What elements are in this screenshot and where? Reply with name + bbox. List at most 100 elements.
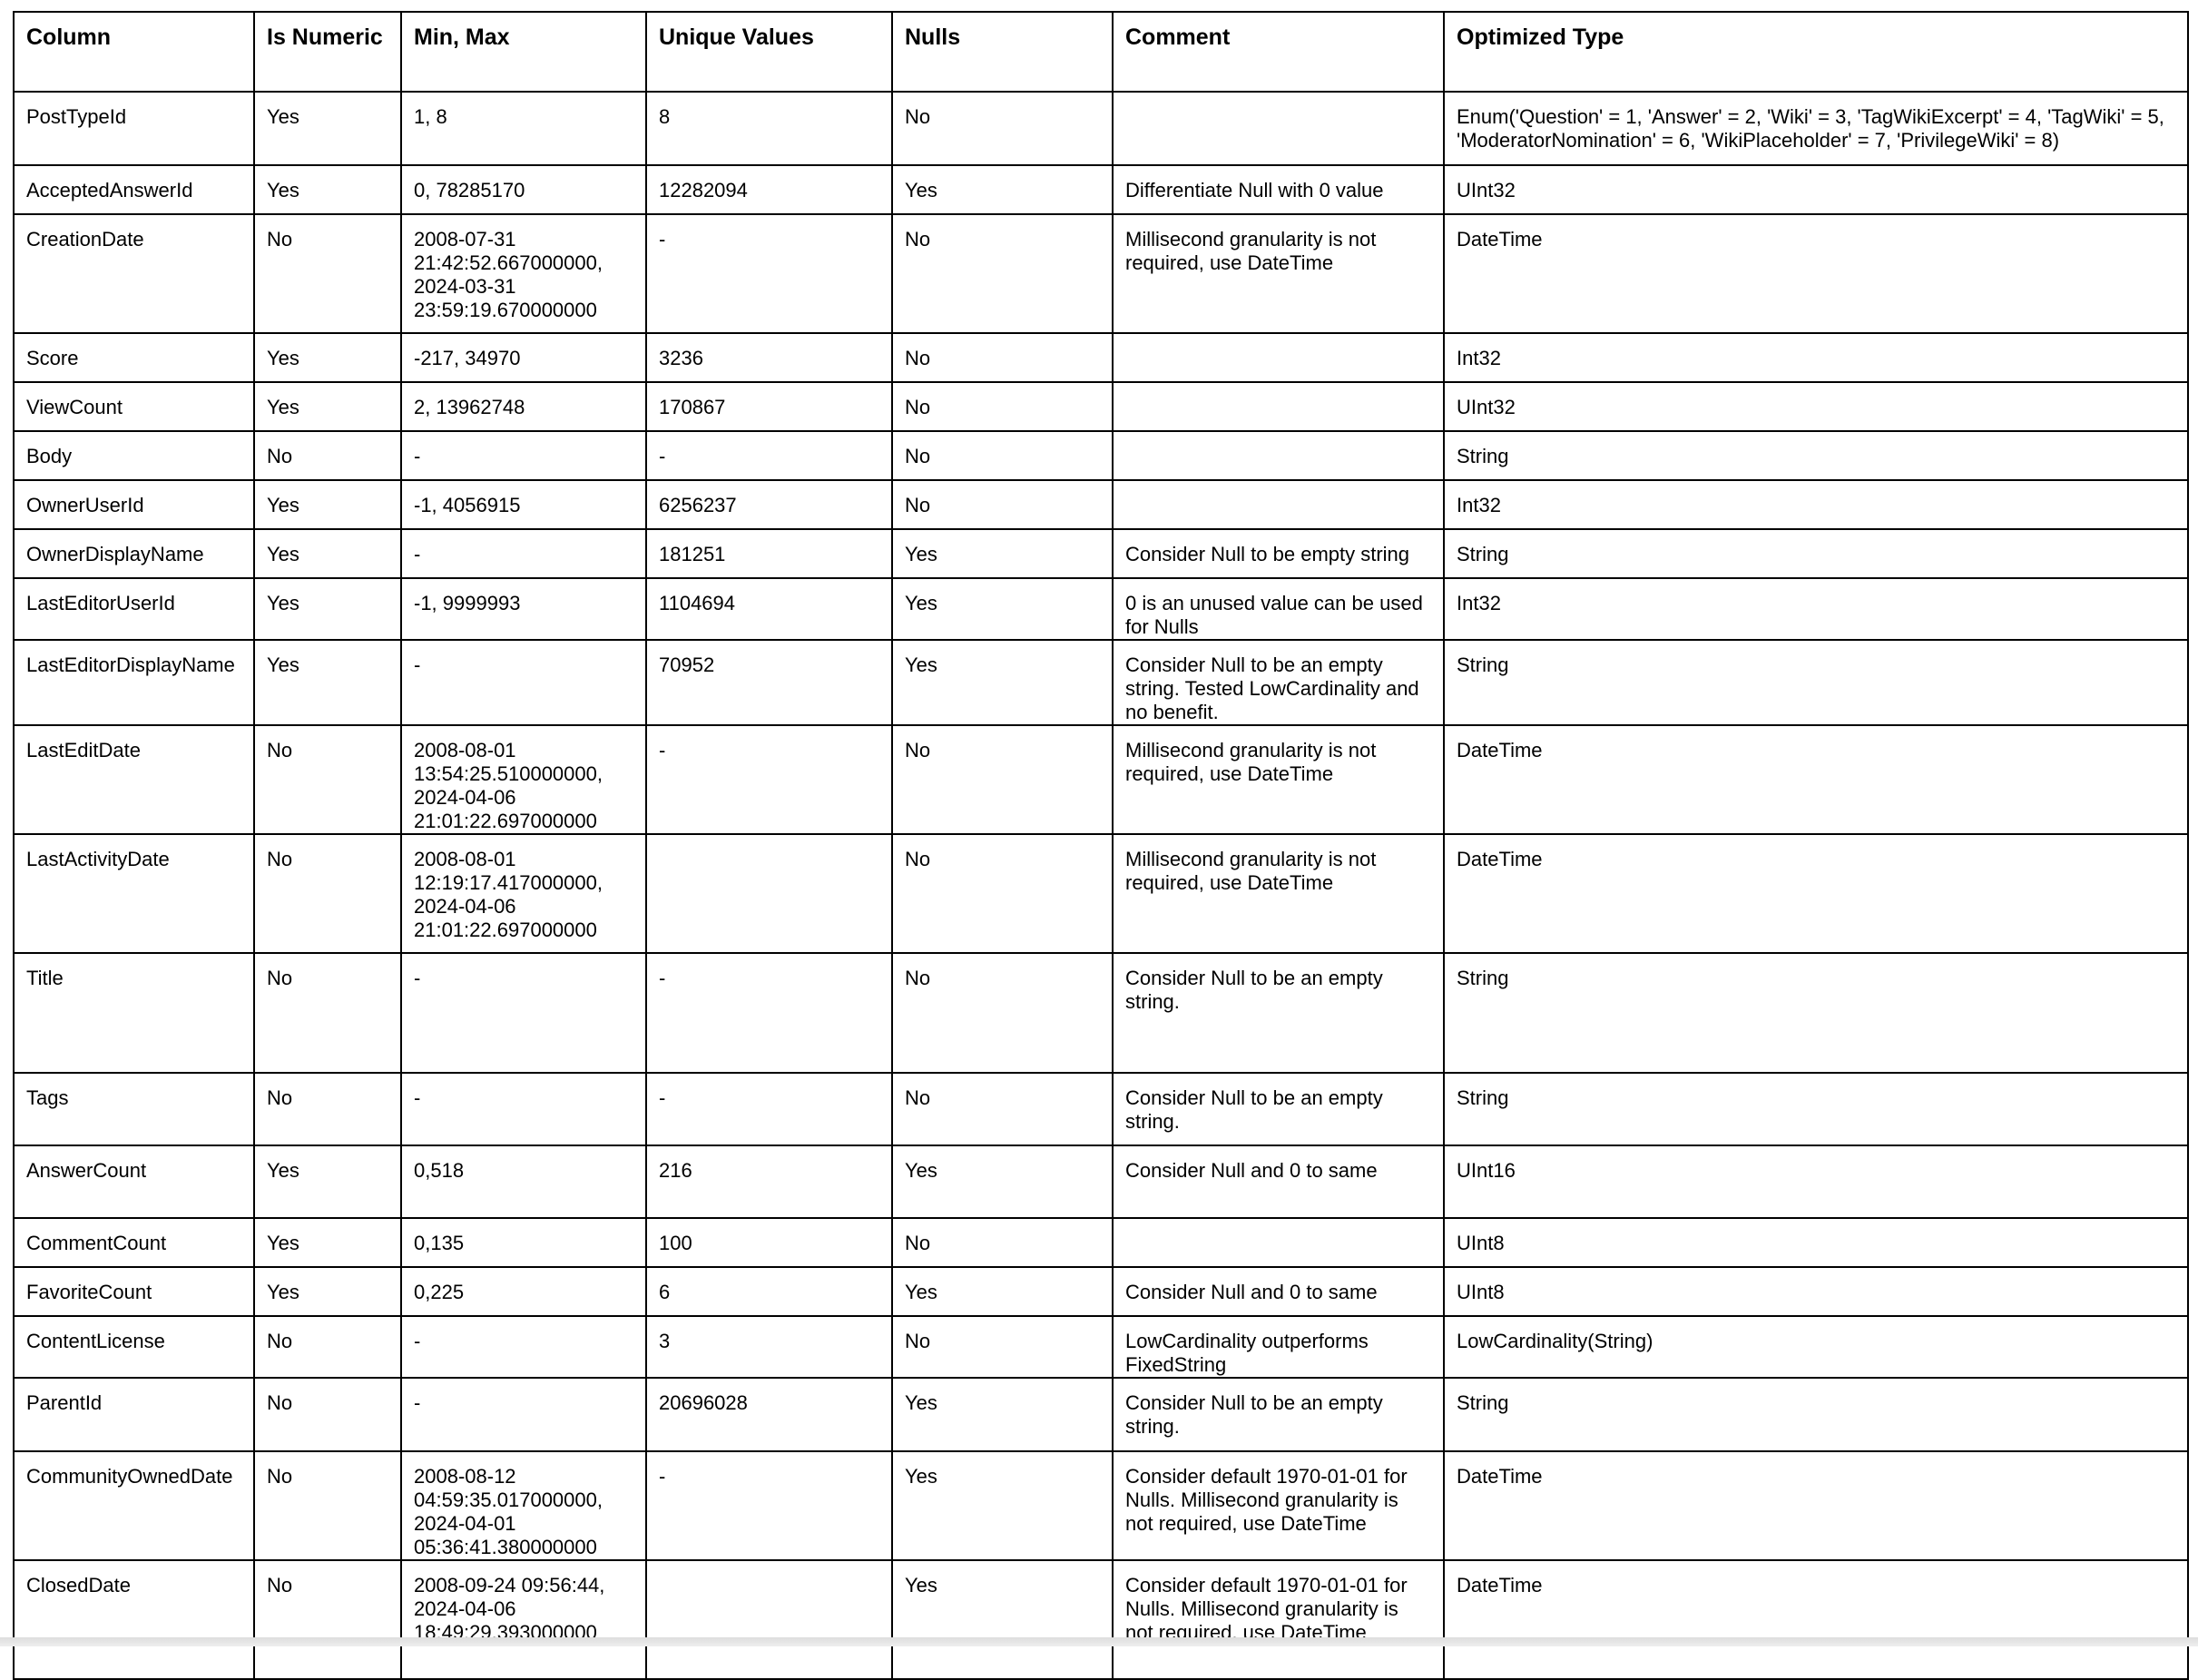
- cell-nulls: Yes: [891, 164, 1114, 215]
- cell-column: Score: [13, 332, 255, 383]
- table-row: CreationDate No 2008-07-31 21:42:52.667000…: [13, 213, 2189, 334]
- table-row: LastEditorDisplayName Yes -70952 Yes Conside…: [13, 639, 2189, 726]
- cell-is-numeric: No: [253, 1315, 402, 1379]
- cell-min-max: 0,518: [400, 1145, 647, 1219]
- cell-column: FavoriteCount: [13, 1266, 255, 1317]
- cell-min-max: 2, 13962748: [400, 381, 647, 432]
- cell-column: Tags: [13, 1072, 255, 1146]
- cell-unique-values: [645, 1559, 893, 1680]
- cell-unique-values: 1104694: [645, 577, 893, 641]
- cell-optimized-type: UInt8: [1443, 1266, 2189, 1317]
- header-row: Column Is Numeric Min, Max Unique Values Nul…: [13, 11, 2189, 93]
- cell-unique-values: 70952: [645, 639, 893, 726]
- cell-optimized-type: Int32: [1443, 577, 2189, 641]
- table-row: Body No - - No String: [13, 430, 2189, 481]
- cell-optimized-type: String: [1443, 430, 2189, 481]
- cell-min-max: 0, 78285170: [400, 164, 647, 215]
- cell-comment: Consider Null to be an empty string.: [1112, 1377, 1445, 1452]
- cell-column: OwnerDisplayName: [13, 528, 255, 579]
- cell-is-numeric: No: [253, 1450, 402, 1561]
- cell-min-max: 0,135: [400, 1217, 647, 1268]
- cell-min-max: 2008-09-24 09:56:44, 2024-04-06 18:49:29…: [400, 1559, 647, 1680]
- cell-min-max: 2008-08-12 04:59:35.017000000, 2024-04-0…: [400, 1450, 647, 1561]
- table-row: LastEditorUserId Yes -1, 9999993 1104694 Yes…: [13, 577, 2189, 641]
- cell-comment: LowCardinality outperforms FixedString: [1112, 1315, 1445, 1379]
- cell-min-max: 2008-08-01 12:19:17.417000000, 2024-04-0…: [400, 833, 647, 954]
- cell-is-numeric: Yes: [253, 479, 402, 530]
- cell-unique-values: 6: [645, 1266, 893, 1317]
- cell-nulls: No: [891, 332, 1114, 383]
- cell-comment: [1112, 91, 1445, 166]
- cell-nulls: No: [891, 479, 1114, 530]
- cell-unique-values: -: [645, 1072, 893, 1146]
- cell-comment: Millisecond granularity is not required,…: [1112, 213, 1445, 334]
- cell-nulls: No: [891, 1315, 1114, 1379]
- cell-nulls: No: [891, 952, 1114, 1074]
- cell-nulls: Yes: [891, 639, 1114, 726]
- cell-column: CommentCount: [13, 1217, 255, 1268]
- cell-optimized-type: String: [1443, 1072, 2189, 1146]
- cell-comment: Consider Null to be an empty string.: [1112, 952, 1445, 1074]
- cell-column: LastEditDate: [13, 724, 255, 835]
- cell-unique-values: 3: [645, 1315, 893, 1379]
- cell-comment: Differentiate Null with 0 value: [1112, 164, 1445, 215]
- cell-min-max: -1, 4056915: [400, 479, 647, 530]
- cell-comment: Consider Null and 0 to same: [1112, 1145, 1445, 1219]
- cell-min-max: -: [400, 430, 647, 481]
- header-unique-values: Unique Values: [645, 11, 893, 93]
- cell-column: LastEditorUserId: [13, 577, 255, 641]
- cell-min-max: 0,225: [400, 1266, 647, 1317]
- cell-optimized-type: UInt8: [1443, 1217, 2189, 1268]
- cell-is-numeric: No: [253, 1559, 402, 1680]
- cell-optimized-type: Enum('Question' = 1, 'Answer' = 2, 'Wiki…: [1443, 91, 2189, 166]
- table-row: CommunityOwnedDate No 2008-08-12 04:59:35.…: [13, 1450, 2189, 1561]
- cell-nulls: No: [891, 91, 1114, 166]
- cell-min-max: 2008-08-01 13:54:25.510000000, 2024-04-0…: [400, 724, 647, 835]
- cell-optimized-type: UInt16: [1443, 1145, 2189, 1219]
- cell-nulls: No: [891, 381, 1114, 432]
- cell-is-numeric: Yes: [253, 381, 402, 432]
- cell-comment: [1112, 1217, 1445, 1268]
- cell-is-numeric: Yes: [253, 1217, 402, 1268]
- cell-column: OwnerUserId: [13, 479, 255, 530]
- cell-comment: [1112, 479, 1445, 530]
- table-row: OwnerUserId Yes -1, 4056915 6256237 No Int32: [13, 479, 2189, 530]
- cell-min-max: -: [400, 952, 647, 1074]
- cell-column: LastEditorDisplayName: [13, 639, 255, 726]
- cell-unique-values: -: [645, 1450, 893, 1561]
- header-min-max: Min, Max: [400, 11, 647, 93]
- cell-is-numeric: Yes: [253, 639, 402, 726]
- header-comment: Comment: [1112, 11, 1445, 93]
- cell-column: ParentId: [13, 1377, 255, 1452]
- table-row: OwnerDisplayName Yes -181251 Yes Consider Nu…: [13, 528, 2189, 579]
- table-row: Title No - - No Consider Null to be an empty …: [13, 952, 2189, 1074]
- cell-nulls: Yes: [891, 1145, 1114, 1219]
- cell-comment: Consider Null to be an empty string. Tes…: [1112, 639, 1445, 726]
- cell-min-max: -: [400, 528, 647, 579]
- table-row: ParentId No -20696028 Yes Consider Null to b…: [13, 1377, 2189, 1452]
- cell-min-max: -: [400, 1315, 647, 1379]
- bottom-shadow: [0, 1637, 2198, 1646]
- cell-column: PostTypeId: [13, 91, 255, 166]
- cell-optimized-type: UInt32: [1443, 381, 2189, 432]
- cell-nulls: No: [891, 213, 1114, 334]
- cell-nulls: Yes: [891, 1559, 1114, 1680]
- cell-comment: Millisecond granularity is not required,…: [1112, 724, 1445, 835]
- cell-min-max: -217, 34970: [400, 332, 647, 383]
- table-row: ClosedDate No 2008-09-24 09:56:44, 2024-04…: [13, 1559, 2189, 1680]
- cell-unique-values: 3236: [645, 332, 893, 383]
- cell-comment: [1112, 430, 1445, 481]
- cell-min-max: -1, 9999993: [400, 577, 647, 641]
- cell-comment: Consider Null and 0 to same: [1112, 1266, 1445, 1317]
- cell-unique-values: -: [645, 430, 893, 481]
- cell-unique-values: 12282094: [645, 164, 893, 215]
- cell-is-numeric: Yes: [253, 164, 402, 215]
- cell-optimized-type: String: [1443, 528, 2189, 579]
- cell-nulls: No: [891, 724, 1114, 835]
- cell-min-max: -: [400, 639, 647, 726]
- table-row: PostTypeId Yes 1, 8 8 No Enum('Question' = 1,…: [13, 91, 2189, 166]
- cell-optimized-type: DateTime: [1443, 833, 2189, 954]
- header-column: Column: [13, 11, 255, 93]
- cell-comment: 0 is an unused value can be used for Nul…: [1112, 577, 1445, 641]
- cell-optimized-type: String: [1443, 1377, 2189, 1452]
